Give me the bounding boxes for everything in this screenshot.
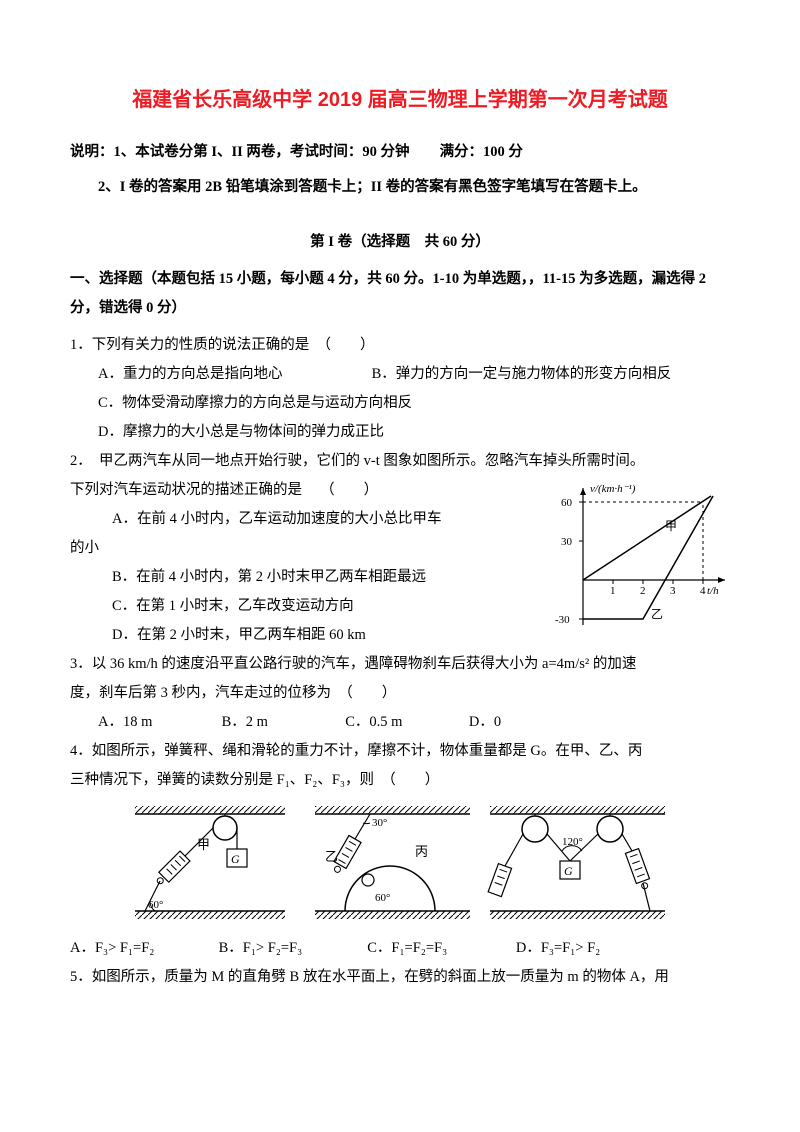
svg-text:60°: 60° [375,892,390,904]
q4-stem-1: 4．如图所示，弹簧秤、绳和滑轮的重力不计，摩擦不计，物体重量都是 G。在甲、乙、… [70,737,730,766]
q1-opt-a: A．重力的方向总是指向地心 [98,360,368,389]
svg-text:乙: 乙 [325,849,338,864]
q3-options: A．18 m B．2 m C．0.5 m D．0 [70,708,730,737]
instr-1b: 满分：100 分 [440,144,523,160]
q4-options: A．F₃> F₁=F₂ B．F₁> F₂=F₃ C．F₁=F₂=F₃ D．F₃=… [70,934,730,963]
svg-text:2: 2 [640,585,646,597]
svg-text:60: 60 [561,497,573,509]
section-1-desc: 一、选择题（本题包括 15 小题，每小题 4 分，共 60 分。1-10 为单选… [70,265,730,323]
q4-stem-2: 三种情况下，弹簧的读数分别是 F₁、F₂、F₃，则 （ ） [70,766,730,795]
q2-stem-1: 2． 甲乙两汽车从同一地点开始行驶，它们的 v-t 图象如图所示。忽略汽车掉头所… [70,447,730,476]
q3-opt-a: A．18 m [98,708,218,737]
q4-opt-b: B．F₁> F₂=F₃ [219,934,364,963]
question-2: 2． 甲乙两汽车从同一地点开始行驶，它们的 v-t 图象如图所示。忽略汽车掉头所… [70,447,730,650]
instructions-line-1: 说明：1、本试卷分第 I、II 两卷，考试时间：90 分钟 满分：100 分 [70,138,730,167]
svg-text:1: 1 [610,585,616,597]
q1-stem: 1．下列有关力的性质的说法正确的是 （ ） [70,331,730,360]
svg-text:乙: 乙 [651,607,663,621]
svg-text:30°: 30° [372,817,387,829]
q4-opt-d: D．F₃=F₁> F₂ [516,934,661,963]
question-3: 3．以 36 km/h 的速度沿平直公路行驶的汽车，遇障碍物刹车后获得大小为 a… [70,650,730,737]
section-1-header: 第 I 卷（选择题 共 60 分） [70,228,730,257]
instr-1a: 说明：1、本试卷分第 I、II 两卷，考试时间：90 分钟 [70,144,410,160]
question-4: 4．如图所示，弹簧秤、绳和滑轮的重力不计，摩擦不计，物体重量都是 G。在甲、乙、… [70,737,730,963]
svg-text:v/(km·h⁻¹): v/(km·h⁻¹) [590,483,636,495]
svg-text:G: G [564,864,573,878]
q5-stem: 5．如图所示，质量为 M 的直角劈 B 放在水平面上，在劈的斜面上放一质量为 m… [70,963,730,992]
q1-opt-c: C．物体受滑动摩擦力的方向总是与运动方向相反 [70,389,730,418]
q1-row-ab: A．重力的方向总是指向地心 B．弹力的方向一定与施力物体的形变方向相反 [70,360,730,389]
svg-text:甲: 甲 [665,519,677,533]
q4-opt-c: C．F₁=F₂=F₃ [367,934,512,963]
q3-stem-2: 度，刹车后第 3 秒内，汽车走过的位移为 （ ） [70,679,730,708]
page-title: 福建省长乐高级中学 2019 届高三物理上学期第一次月考试题 [70,80,730,120]
svg-text:t/h: t/h [707,585,719,597]
q3-stem-1: 3．以 36 km/h 的速度沿平直公路行驶的汽车，遇障碍物刹车后获得大小为 a… [70,650,730,679]
q1-opt-b: B．弹力的方向一定与施力物体的形变方向相反 [372,366,672,382]
q4-opt-a: A．F₃> F₁=F₂ [70,934,215,963]
svg-text:甲: 甲 [197,837,210,852]
svg-text:4: 4 [700,585,706,597]
svg-text:-30: -30 [555,614,570,626]
q4-spring-figures: G 甲 60° [70,801,730,932]
q3-opt-d: D．0 [469,708,589,737]
svg-text:丙: 丙 [415,844,428,859]
q3-opt-c: C．0.5 m [345,708,465,737]
svg-text:G: G [231,852,240,866]
question-1: 1．下列有关力的性质的说法正确的是 （ ） A．重力的方向总是指向地心 B．弹力… [70,331,730,447]
instructions-line-2: 2、I 卷的答案用 2B 铅笔填涂到答题卡上；II 卷的答案有黑色签字笔填写在答… [70,173,730,202]
svg-text:30: 30 [561,536,573,548]
q3-opt-b: B．2 m [222,708,342,737]
question-5: 5．如图所示，质量为 M 的直角劈 B 放在水平面上，在劈的斜面上放一质量为 m… [70,963,730,992]
svg-text:120°: 120° [562,836,583,848]
q1-opt-d: D．摩擦力的大小总是与物体间的弹力成正比 [70,418,730,447]
q2-vt-chart: 30 60 -30 1 2 3 4 t/h v/(km·h⁻¹) [555,480,730,630]
svg-text:3: 3 [670,585,676,597]
